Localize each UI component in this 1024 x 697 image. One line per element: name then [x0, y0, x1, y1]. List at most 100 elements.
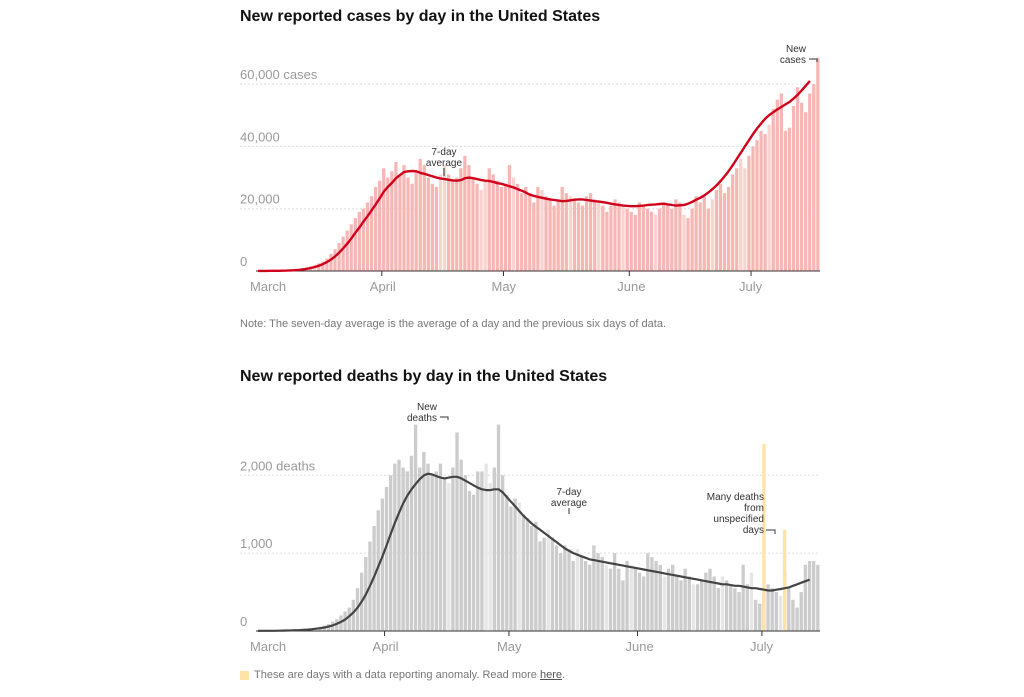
- cases-month-label: July: [739, 279, 763, 294]
- cases-bar: [353, 218, 357, 271]
- deaths-bar: [542, 537, 546, 631]
- deaths-bar: [488, 483, 492, 631]
- cases-month-label: March: [250, 279, 286, 294]
- cases-bar: [747, 155, 751, 271]
- cases-bar: [633, 214, 637, 271]
- cases-bar: [378, 180, 382, 271]
- cases-bar: [365, 202, 370, 271]
- cases-bar: [556, 199, 560, 271]
- deaths-bar: [418, 467, 422, 631]
- deaths-bar: [691, 584, 696, 631]
- cases-bar: [507, 165, 512, 271]
- deaths-bar: [492, 467, 497, 631]
- cases-bar: [779, 93, 783, 271]
- cases-bar: [418, 158, 422, 271]
- deaths-bar: [671, 564, 675, 631]
- cases-bar: [731, 174, 735, 271]
- cases-chart: 60,000 cases 40,000 20,000 0 March April May J…: [240, 44, 820, 294]
- deaths-bar: [600, 557, 604, 631]
- cases-bar: [536, 186, 540, 271]
- cases-bar: [499, 186, 504, 271]
- cases-bar: [548, 199, 552, 271]
- deaths-bar: [343, 611, 347, 631]
- deaths-anomaly-pointer: [766, 529, 776, 534]
- cases-bar: [390, 171, 394, 271]
- cases-bar: [434, 186, 439, 271]
- deaths-bar: [774, 592, 779, 631]
- deaths-bar: [521, 514, 526, 631]
- cases-bar: [528, 193, 532, 271]
- cases-month-label: April: [370, 279, 396, 294]
- deaths-bar: [700, 580, 704, 631]
- cases-bar: [438, 174, 443, 271]
- deaths-bar: [791, 599, 795, 631]
- cases-bar: [775, 99, 779, 271]
- cases-bar: [597, 202, 601, 271]
- cases-bar: [345, 230, 349, 271]
- cases-bar: [321, 261, 325, 271]
- cases-bar: [787, 127, 792, 271]
- deaths-bar: [513, 498, 517, 631]
- cases-bar: [382, 168, 386, 271]
- deaths-bar: [724, 580, 729, 631]
- deaths-new-annotation: New deaths: [407, 402, 438, 424]
- cases-bar: [544, 196, 548, 271]
- cases-bar: [402, 165, 406, 271]
- deaths-bar: [563, 545, 567, 631]
- anomaly-legend-text: These are days with a data reporting ano…: [254, 669, 537, 681]
- deaths-y-tick-label: 1,000: [240, 536, 273, 551]
- cases-bar: [698, 202, 702, 271]
- deaths-bar: [799, 592, 803, 631]
- deaths-bar: [749, 572, 754, 631]
- cases-new-pointer: [809, 58, 818, 62]
- cases-bar: [357, 211, 361, 271]
- cases-y-tick-label: 20,000: [240, 192, 280, 207]
- deaths-bar: [621, 580, 625, 631]
- cases-bar: [739, 158, 743, 271]
- deaths-bar: [384, 486, 389, 631]
- cases-bar: [487, 168, 491, 271]
- deaths-bar: [534, 522, 538, 631]
- cases-bar: [333, 249, 337, 271]
- cases-month-label: June: [617, 279, 645, 294]
- cases-bar: [540, 190, 544, 271]
- deaths-bar: [583, 560, 588, 631]
- cases-bar: [783, 130, 788, 271]
- deaths-bar: [409, 455, 414, 631]
- cases-bar: [341, 236, 345, 271]
- cases-bar: [447, 174, 451, 271]
- cases-bar: [414, 171, 418, 271]
- cases-bar: [763, 133, 767, 271]
- deaths-bar: [376, 510, 380, 631]
- cases-bar: [317, 263, 321, 271]
- deaths-bar: [517, 502, 521, 631]
- cases-average-annotation: 7-day average: [426, 147, 463, 169]
- cases-bar: [674, 199, 678, 271]
- cases-bar: [584, 196, 589, 271]
- cases-bar: [471, 177, 475, 271]
- deaths-bar: [592, 545, 596, 631]
- deaths-bar: [455, 432, 459, 631]
- deaths-average-annotation: 7-day average: [551, 487, 588, 509]
- deaths-month-label: March: [250, 639, 286, 654]
- deaths-bar: [430, 475, 434, 631]
- deaths-bar: [505, 494, 509, 631]
- deaths-anomaly-annotation: Many deaths from unspecified days: [707, 492, 764, 536]
- cases-bar: [560, 186, 564, 271]
- anomaly-legend: These are days with a data reporting ano…: [254, 669, 565, 681]
- read-more-link[interactable]: here: [539, 669, 562, 681]
- cases-bar: [686, 218, 690, 271]
- deaths-bar: [795, 607, 799, 631]
- cases-bar: [808, 93, 812, 271]
- deaths-bar: [704, 572, 708, 631]
- deaths-bar: [451, 467, 455, 631]
- deaths-bar: [662, 576, 667, 631]
- deaths-bar: [712, 576, 716, 631]
- deaths-bar: [567, 549, 571, 631]
- cases-bar: [617, 202, 621, 271]
- deaths-bar: [496, 424, 501, 631]
- cases-bar: [682, 214, 686, 271]
- cases-bar: [349, 224, 353, 271]
- deaths-bar: [787, 588, 791, 631]
- cases-bar: [394, 162, 398, 271]
